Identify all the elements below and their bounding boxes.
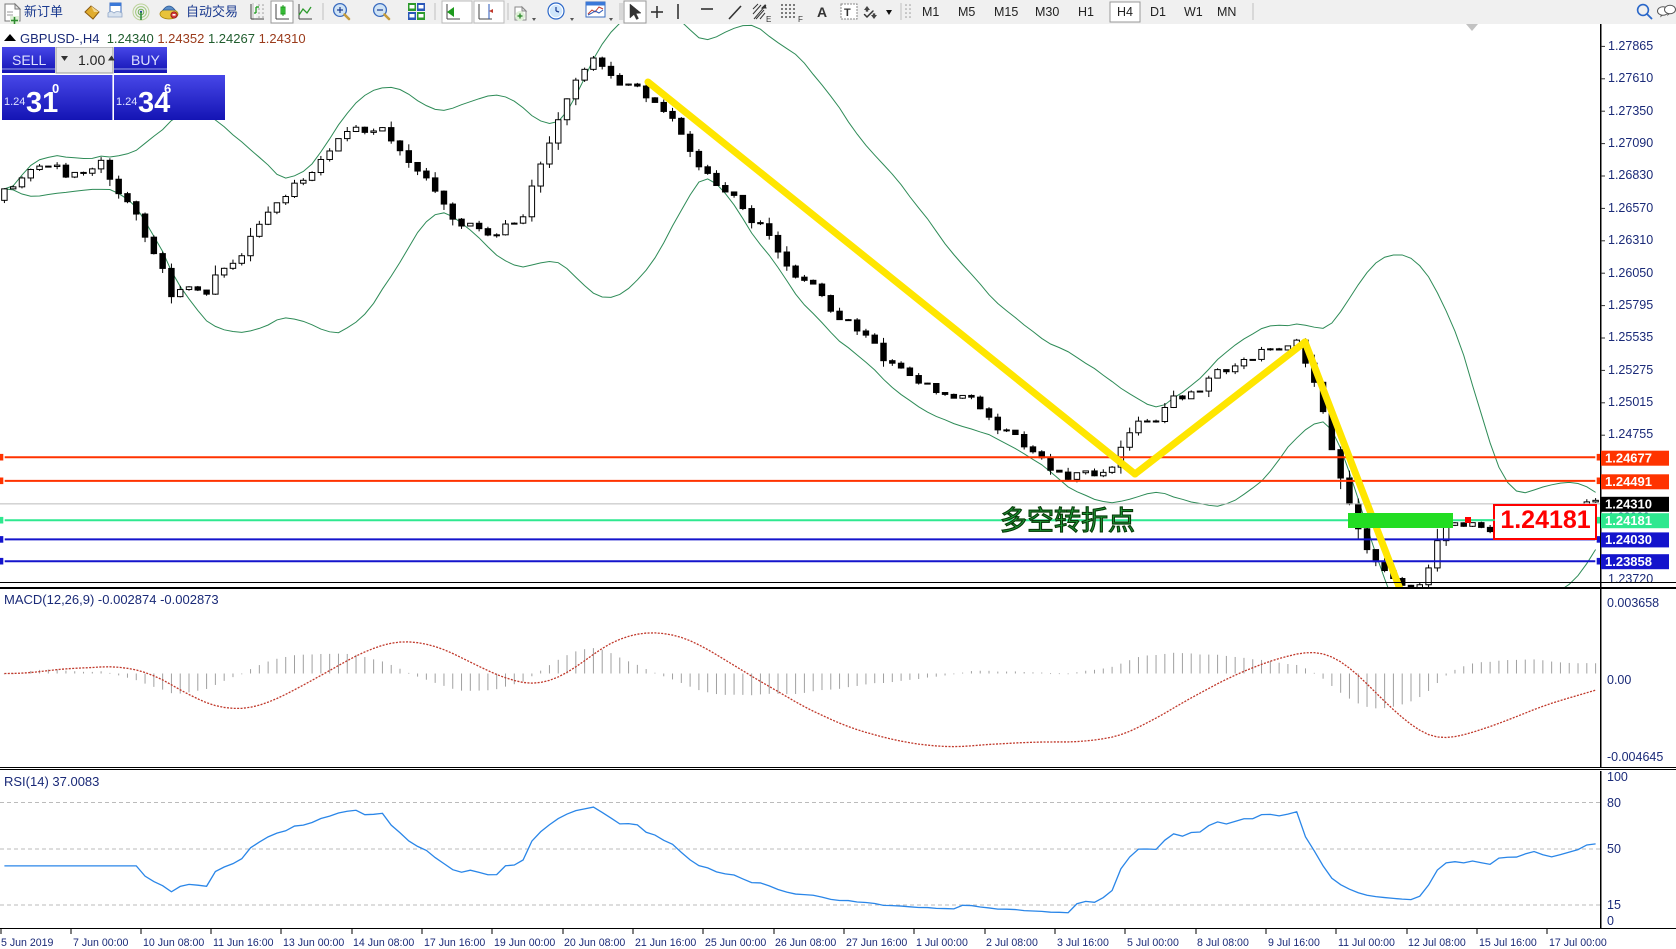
svg-text:11 Jun 16:00: 11 Jun 16:00 xyxy=(213,937,274,949)
svg-text:A: A xyxy=(817,4,827,20)
svg-text:21 Jun 16:00: 21 Jun 16:00 xyxy=(635,937,696,949)
svg-text:1.24491: 1.24491 xyxy=(1605,474,1652,489)
svg-text:1.24: 1.24 xyxy=(4,96,25,108)
svg-text:26 Jun 08:00: 26 Jun 08:00 xyxy=(775,937,836,949)
svg-text:17 Jun 16:00: 17 Jun 16:00 xyxy=(424,937,485,949)
svg-text:27 Jun 16:00: 27 Jun 16:00 xyxy=(846,937,907,949)
svg-text:1.24: 1.24 xyxy=(116,96,137,108)
svg-text:14 Jun 08:00: 14 Jun 08:00 xyxy=(353,937,414,949)
svg-text:13 Jun 00:00: 13 Jun 00:00 xyxy=(283,937,344,949)
svg-text:1 Jul 00:00: 1 Jul 00:00 xyxy=(916,937,968,949)
svg-text:1.27865: 1.27865 xyxy=(1608,39,1653,53)
svg-text:1.23720: 1.23720 xyxy=(1608,572,1653,586)
svg-text:20 Jun 08:00: 20 Jun 08:00 xyxy=(564,937,625,949)
svg-text:0: 0 xyxy=(1607,914,1614,928)
svg-text:1.26570: 1.26570 xyxy=(1608,201,1653,215)
svg-text:12 Jul 08:00: 12 Jul 08:00 xyxy=(1408,937,1466,949)
svg-text:25 Jun 00:00: 25 Jun 00:00 xyxy=(705,937,766,949)
svg-text:15: 15 xyxy=(1607,898,1621,912)
svg-text:1.27090: 1.27090 xyxy=(1608,136,1653,150)
svg-text:7 Jun 00:00: 7 Jun 00:00 xyxy=(73,937,128,949)
svg-text:W1: W1 xyxy=(1184,5,1203,19)
svg-text:1.24310: 1.24310 xyxy=(1605,497,1652,512)
svg-text:H4: H4 xyxy=(1117,5,1133,19)
svg-text:-0.004645: -0.004645 xyxy=(1607,750,1663,764)
svg-text:M5: M5 xyxy=(958,5,975,19)
svg-text:1.24677: 1.24677 xyxy=(1605,451,1652,466)
svg-text:BUY: BUY xyxy=(131,52,160,68)
svg-text:1.23858: 1.23858 xyxy=(1605,554,1652,569)
svg-text:5 Jun 2019: 5 Jun 2019 xyxy=(1,937,54,949)
svg-text:1.24755: 1.24755 xyxy=(1608,427,1653,441)
svg-text:1.25535: 1.25535 xyxy=(1608,330,1653,344)
svg-text:80: 80 xyxy=(1607,796,1621,810)
svg-text:3 Jul 16:00: 3 Jul 16:00 xyxy=(1057,937,1109,949)
svg-text:1.24030: 1.24030 xyxy=(1605,532,1652,547)
svg-text:1.00: 1.00 xyxy=(78,52,105,68)
svg-text:SELL: SELL xyxy=(12,52,46,68)
svg-text:MN: MN xyxy=(1217,5,1236,19)
svg-text:T: T xyxy=(844,7,851,19)
svg-text:1.27610: 1.27610 xyxy=(1608,71,1653,85)
svg-text:1.27350: 1.27350 xyxy=(1608,104,1653,118)
svg-text:M30: M30 xyxy=(1035,5,1059,19)
svg-text:H1: H1 xyxy=(1078,5,1094,19)
svg-text:1.26830: 1.26830 xyxy=(1608,168,1653,182)
svg-text:M15: M15 xyxy=(994,5,1018,19)
svg-text:1.24181: 1.24181 xyxy=(1605,513,1652,528)
svg-text:6: 6 xyxy=(164,81,171,96)
svg-text:2 Jul 08:00: 2 Jul 08:00 xyxy=(986,937,1038,949)
svg-text:1.25795: 1.25795 xyxy=(1608,298,1653,312)
svg-text:0.003658: 0.003658 xyxy=(1607,596,1659,610)
svg-text:E: E xyxy=(766,15,771,24)
svg-text:9 Jul 16:00: 9 Jul 16:00 xyxy=(1268,937,1320,949)
svg-text:50: 50 xyxy=(1607,842,1621,856)
svg-text:1.25015: 1.25015 xyxy=(1608,395,1653,409)
svg-text:1.25275: 1.25275 xyxy=(1608,363,1653,377)
svg-text:100: 100 xyxy=(1607,771,1628,784)
svg-text:F: F xyxy=(798,15,803,24)
svg-text:5 Jul 00:00: 5 Jul 00:00 xyxy=(1127,937,1179,949)
svg-text:0.00: 0.00 xyxy=(1607,673,1631,687)
svg-text:15 Jul 16:00: 15 Jul 16:00 xyxy=(1479,937,1537,949)
svg-text:M1: M1 xyxy=(922,5,939,19)
svg-text:10 Jun 08:00: 10 Jun 08:00 xyxy=(143,937,204,949)
svg-text:19 Jun 00:00: 19 Jun 00:00 xyxy=(494,937,555,949)
svg-text:17 Jul 00:00: 17 Jul 00:00 xyxy=(1549,937,1607,949)
svg-text:8 Jul 08:00: 8 Jul 08:00 xyxy=(1197,937,1249,949)
svg-text:1.26050: 1.26050 xyxy=(1608,266,1653,280)
svg-text:D1: D1 xyxy=(1150,5,1166,19)
svg-text:1.26310: 1.26310 xyxy=(1608,233,1653,247)
svg-text:11 Jul 00:00: 11 Jul 00:00 xyxy=(1338,937,1395,949)
svg-text:0: 0 xyxy=(52,81,59,96)
